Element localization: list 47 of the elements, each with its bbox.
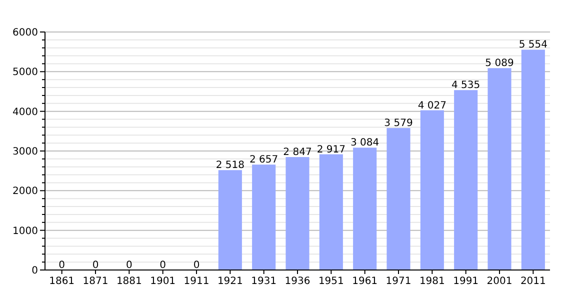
data-label: 0: [92, 260, 99, 271]
bar: [488, 68, 512, 270]
x-tick-label: 1961: [352, 276, 378, 287]
bar: [252, 164, 276, 270]
x-tick-label: 1971: [386, 276, 412, 287]
data-label: 5 089: [485, 58, 514, 70]
data-label: 4 027: [418, 100, 446, 112]
y-tick-label: 1000: [12, 226, 38, 237]
x-tick-label: 2001: [486, 276, 512, 287]
bar: [319, 154, 343, 270]
x-tick-label: 1901: [150, 276, 176, 287]
data-label: 0: [126, 260, 132, 271]
y-tick-label: 4000: [12, 106, 38, 118]
bar: [454, 90, 478, 270]
data-label: 0: [193, 260, 200, 271]
data-label: 2 847: [283, 147, 312, 158]
data-label: 2 657: [250, 154, 278, 166]
x-tick-label: 1911: [184, 276, 210, 287]
x-tick-label: 1861: [49, 276, 75, 287]
x-tick-label: 1981: [419, 276, 445, 287]
data-label: 2 518: [216, 160, 244, 172]
data-label: 2 917: [316, 144, 346, 156]
bar: [353, 148, 377, 270]
data-label: 0: [58, 260, 66, 271]
x-tick-label: 1991: [453, 276, 479, 287]
x-tick-label: 1921: [217, 276, 243, 287]
data-label: 3 084: [350, 138, 380, 149]
x-tick-label: 1931: [251, 276, 277, 287]
x-tick-label: 1871: [82, 276, 108, 287]
y-tick-label: 6000: [12, 28, 38, 38]
bar: [420, 110, 444, 270]
data-label: 5 554: [518, 40, 548, 51]
x-tick-label: 1951: [318, 276, 344, 287]
x-tick-label: 1936: [284, 276, 310, 287]
data-label: 0: [160, 260, 166, 271]
y-tick-label: 0: [32, 266, 38, 276]
x-tick-label: 1881: [116, 276, 142, 287]
data-label: 4 535: [452, 80, 480, 92]
y-tick-label: 3000: [12, 146, 38, 158]
bar: [218, 170, 242, 270]
y-tick-label: 5000: [12, 67, 38, 78]
x-tick-label: 2011: [520, 276, 546, 287]
y-tick-label: 2000: [12, 186, 38, 198]
bar: [286, 157, 310, 270]
bar: [521, 50, 545, 270]
bar: [386, 128, 410, 270]
data-label: 3 579: [384, 118, 413, 130]
